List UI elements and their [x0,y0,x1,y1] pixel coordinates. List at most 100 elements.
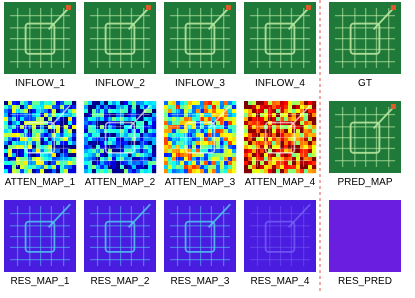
attention-cell [200,137,205,142]
attention-cell [96,137,101,142]
attention-cell [284,125,289,130]
attention-cell [268,161,273,166]
attention-cell [176,153,181,158]
attention-cell [284,129,289,134]
attention-cell [304,145,309,150]
attention-cell [44,129,49,134]
attention-cell [56,113,61,118]
tile-label: RES_MAP_4 [251,276,310,287]
attention-cell [132,157,137,162]
attention-cell [100,149,105,154]
attention-cell [112,125,117,130]
attention-cell [272,137,277,142]
road [109,107,111,167]
attention-cell [24,105,29,110]
diagonal [47,203,71,228]
attention-cell [312,101,317,106]
attention-cell [144,153,149,158]
attention-cell [108,113,113,118]
attention-cell [112,113,117,118]
road [170,246,230,248]
attention-cell [4,165,9,170]
attention-cell [292,101,297,106]
attention-cell [272,161,277,166]
attention-cell [180,145,185,150]
attention-cell [204,101,209,106]
attention-cell [16,125,21,130]
attention-cell [132,161,137,166]
attention-cell [28,105,33,110]
attention-cell [24,113,29,118]
attention-cell [8,141,13,146]
attention-cell [280,109,285,114]
road [130,8,133,68]
attention-cell [312,133,317,138]
attention-cell [128,113,133,118]
road [290,206,292,266]
attention-cell [148,105,153,110]
attention-cell [8,113,13,118]
attention-cell [104,105,109,110]
attention-cell [252,153,257,158]
attention-cell [84,137,89,142]
attention-cell [168,157,173,162]
attention-cell [244,129,249,134]
attention-cell [284,109,289,114]
attention-cell [248,105,253,110]
attention-cell [216,109,221,114]
attention-cell [136,169,141,174]
attention-cell [112,101,117,106]
attention-cell [8,145,13,150]
attention-cell [204,117,209,122]
road [335,61,395,63]
attention-cell [140,157,145,162]
attention-cell [196,161,201,166]
attention-cell [172,129,177,134]
attention-cell [300,125,305,130]
attention-cell [268,137,273,142]
attention-cell [248,161,253,166]
attention-cell [48,141,53,146]
attention-cell [88,129,93,134]
attention-cell [296,109,301,114]
attention-cell [196,165,201,170]
attention-cell [60,165,65,170]
attention-cell [256,165,261,170]
attention-cell [36,125,41,130]
tile-label: RES_MAP_2 [91,276,150,287]
attention-cell [308,145,313,150]
attention-cell [72,109,77,114]
attention-cell [280,153,285,158]
attention-cell [92,133,97,138]
attention-cell [304,157,309,162]
attention-cell [220,109,225,114]
attention-cell [124,165,129,170]
attention-cell [92,161,97,166]
attention-cell [244,125,249,130]
attention-cell [8,133,13,138]
attention-cell [284,169,289,174]
attention-cell [308,161,313,166]
attention-cell [108,169,113,174]
attention-cell [120,137,125,142]
attention-cell [284,141,289,146]
attention-cell [172,165,177,170]
attention-cell [192,113,197,118]
attention-cell [184,157,189,162]
attention-cell [84,113,89,118]
attention-cell [72,153,77,158]
attention-cell [312,117,317,122]
attention-cell [208,161,213,166]
attention-cell [204,149,209,154]
attention-cell [300,133,305,138]
attention-cell [232,109,237,114]
attention-cell [312,125,317,130]
attention-cell [284,117,289,122]
attention-cell [124,109,129,114]
attention-cell [92,169,97,174]
road [90,113,150,115]
attention-cell [180,113,185,118]
attention-cell [84,117,89,122]
attention-cell [112,109,117,114]
attention-cell [252,145,257,150]
